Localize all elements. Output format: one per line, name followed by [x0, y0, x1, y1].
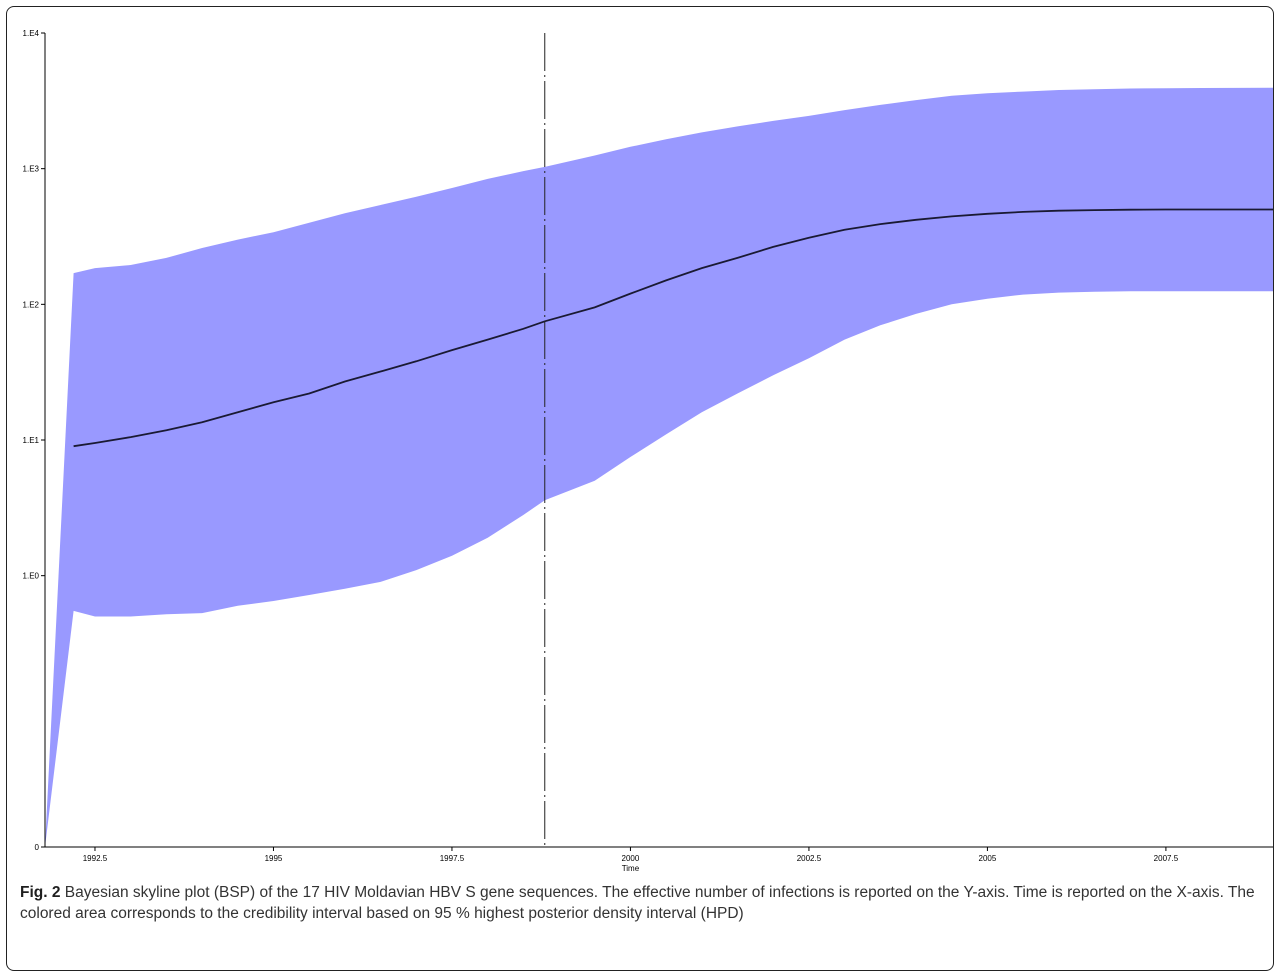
figure-caption: Fig. 2 Bayesian skyline plot (BSP) of th…	[20, 882, 1264, 924]
plot-area	[45, 33, 1273, 847]
x-tick-label: 2002.5	[797, 854, 822, 863]
y-tick-label: 0	[35, 843, 40, 852]
x-axis-label: Time	[622, 864, 640, 873]
y-tick-label: 1.E3	[23, 165, 40, 174]
median-line	[73, 208, 1273, 448]
y-tick-label: 1.E1	[23, 436, 40, 445]
y-tick-label: 1.E4	[23, 29, 40, 38]
x-tick-label: 1995	[265, 854, 283, 863]
figure-caption-text: Bayesian skyline plot (BSP) of the 17 HI…	[20, 884, 1255, 922]
x-tick-label: 1997.5	[440, 854, 465, 863]
hpd-credibility-band	[45, 87, 1273, 847]
figure-label: Fig. 2	[20, 884, 61, 901]
y-tick-label: 1.E2	[23, 300, 40, 309]
x-tick-label: 1992.5	[83, 854, 108, 863]
x-tick-label: 2007.5	[1154, 854, 1179, 863]
y-tick-label: 1.E0	[23, 572, 40, 581]
axes: 0 1.E0 1.E1 1.E2 1.E3 1.E4 1992.5 1995 1997.5 200…	[23, 29, 1273, 863]
x-tick-label: 2000	[622, 854, 640, 863]
x-tick-label: 2005	[979, 854, 997, 863]
